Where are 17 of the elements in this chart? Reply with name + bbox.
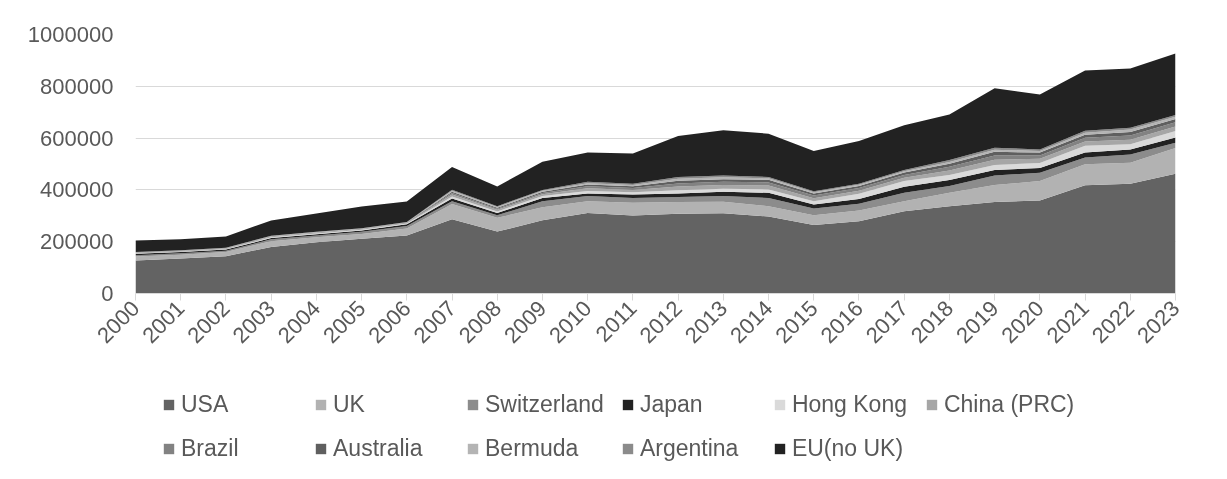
legend-label: Australia xyxy=(333,435,424,462)
y-tick-label: 1000000 xyxy=(27,22,114,47)
y-tick-label: 400000 xyxy=(40,177,114,203)
legend-label: Brazil xyxy=(181,435,240,462)
y-tick-label: 200000 xyxy=(40,229,114,255)
y-tick-label: 800000 xyxy=(40,73,114,99)
y-tick-label: 600000 xyxy=(40,125,114,151)
legend-label: UK xyxy=(333,391,366,418)
legend-label: Switzerland xyxy=(485,391,604,418)
legend-label: Bermuda xyxy=(485,435,580,462)
legend-label: China (PRC) xyxy=(943,391,1075,418)
legend-label: Argentina xyxy=(639,435,740,462)
legend-label: Hong Kong xyxy=(791,391,908,418)
legend-label: Japan xyxy=(639,391,704,418)
legend-label: EU(no UK) xyxy=(791,435,905,462)
y-tick-label: 0 xyxy=(101,281,114,306)
legend-label: USA xyxy=(181,391,230,418)
